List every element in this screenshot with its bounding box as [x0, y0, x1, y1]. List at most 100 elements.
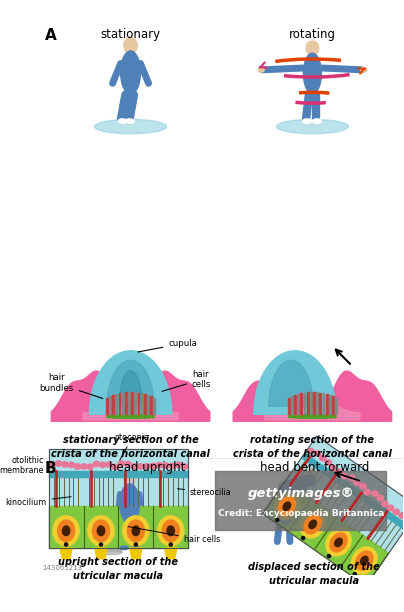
Polygon shape: [116, 394, 117, 414]
Ellipse shape: [341, 474, 347, 479]
Ellipse shape: [125, 461, 131, 467]
Ellipse shape: [130, 414, 135, 419]
Polygon shape: [329, 395, 331, 414]
Polygon shape: [288, 398, 290, 414]
Polygon shape: [320, 392, 321, 414]
Ellipse shape: [125, 119, 134, 124]
Text: stationary section of the
crista of the horizontal canal: stationary section of the crista of the …: [51, 435, 210, 460]
Polygon shape: [131, 392, 133, 414]
Polygon shape: [313, 392, 315, 414]
Ellipse shape: [99, 543, 103, 546]
Text: hair cells: hair cells: [128, 526, 220, 545]
Ellipse shape: [93, 461, 99, 466]
Ellipse shape: [300, 511, 325, 538]
Polygon shape: [130, 548, 142, 559]
Ellipse shape: [139, 414, 143, 419]
Ellipse shape: [58, 520, 75, 542]
Ellipse shape: [151, 415, 154, 418]
Ellipse shape: [306, 469, 318, 482]
Ellipse shape: [258, 67, 264, 72]
Ellipse shape: [301, 537, 305, 540]
Ellipse shape: [99, 550, 122, 554]
Ellipse shape: [330, 465, 336, 471]
Ellipse shape: [335, 538, 342, 547]
Ellipse shape: [276, 119, 348, 134]
Text: stereocilia: stereocilia: [177, 488, 232, 497]
Ellipse shape: [304, 515, 321, 534]
Polygon shape: [144, 394, 146, 414]
Ellipse shape: [162, 520, 179, 542]
Ellipse shape: [303, 53, 322, 94]
Polygon shape: [265, 391, 360, 420]
Polygon shape: [154, 398, 155, 414]
Polygon shape: [122, 392, 124, 414]
Polygon shape: [335, 398, 337, 414]
Ellipse shape: [120, 484, 139, 523]
Ellipse shape: [120, 546, 128, 550]
Ellipse shape: [99, 462, 106, 468]
Polygon shape: [332, 396, 334, 414]
Ellipse shape: [124, 472, 135, 485]
Ellipse shape: [162, 463, 169, 468]
Ellipse shape: [111, 415, 114, 418]
Text: A: A: [45, 28, 57, 43]
Ellipse shape: [147, 415, 150, 418]
Ellipse shape: [306, 41, 319, 56]
Ellipse shape: [87, 464, 93, 469]
Ellipse shape: [135, 414, 139, 419]
Text: otolithic
membrane: otolithic membrane: [0, 456, 48, 476]
Polygon shape: [297, 394, 299, 414]
Ellipse shape: [336, 469, 342, 474]
Polygon shape: [51, 371, 210, 421]
Polygon shape: [120, 371, 142, 402]
Ellipse shape: [95, 119, 166, 134]
Ellipse shape: [309, 520, 316, 529]
Ellipse shape: [132, 546, 140, 550]
Ellipse shape: [387, 505, 393, 510]
Ellipse shape: [325, 415, 328, 419]
Text: head bent forward: head bent forward: [259, 461, 369, 474]
Text: rotating section of the
crista of the horizontal canal: rotating section of the crista of the ho…: [233, 435, 392, 460]
Text: B: B: [45, 461, 57, 476]
Ellipse shape: [118, 414, 122, 419]
Polygon shape: [269, 360, 313, 406]
Text: upright section of the
utricular macula: upright section of the utricular macula: [59, 557, 179, 581]
Polygon shape: [112, 395, 114, 414]
Polygon shape: [233, 371, 391, 421]
Ellipse shape: [81, 464, 87, 469]
Ellipse shape: [292, 415, 296, 418]
Polygon shape: [106, 398, 108, 414]
Text: gettyimages®: gettyimages®: [247, 487, 354, 501]
FancyBboxPatch shape: [48, 449, 188, 548]
Polygon shape: [263, 436, 404, 586]
Polygon shape: [291, 396, 293, 414]
Ellipse shape: [361, 67, 367, 72]
Polygon shape: [326, 394, 328, 414]
Ellipse shape: [49, 463, 55, 468]
Ellipse shape: [118, 119, 127, 124]
Ellipse shape: [364, 490, 370, 495]
Polygon shape: [125, 392, 127, 414]
Ellipse shape: [63, 526, 70, 536]
Ellipse shape: [112, 465, 118, 469]
Ellipse shape: [134, 543, 137, 546]
Text: cupula: cupula: [138, 339, 197, 352]
Polygon shape: [83, 391, 178, 420]
Ellipse shape: [351, 547, 377, 574]
Ellipse shape: [131, 463, 137, 469]
Ellipse shape: [169, 463, 175, 469]
Ellipse shape: [289, 415, 292, 418]
Ellipse shape: [62, 461, 68, 467]
Text: Credit: Encyclopaedia Britannica: Credit: Encyclopaedia Britannica: [217, 509, 384, 518]
Polygon shape: [95, 548, 107, 559]
Ellipse shape: [377, 495, 383, 501]
Polygon shape: [60, 548, 72, 559]
Text: stationary: stationary: [101, 28, 161, 40]
Ellipse shape: [399, 513, 404, 518]
Polygon shape: [254, 351, 336, 414]
Ellipse shape: [126, 414, 130, 419]
Ellipse shape: [55, 461, 62, 466]
Polygon shape: [307, 392, 309, 414]
Text: head upright: head upright: [109, 461, 186, 474]
Ellipse shape: [320, 414, 324, 419]
